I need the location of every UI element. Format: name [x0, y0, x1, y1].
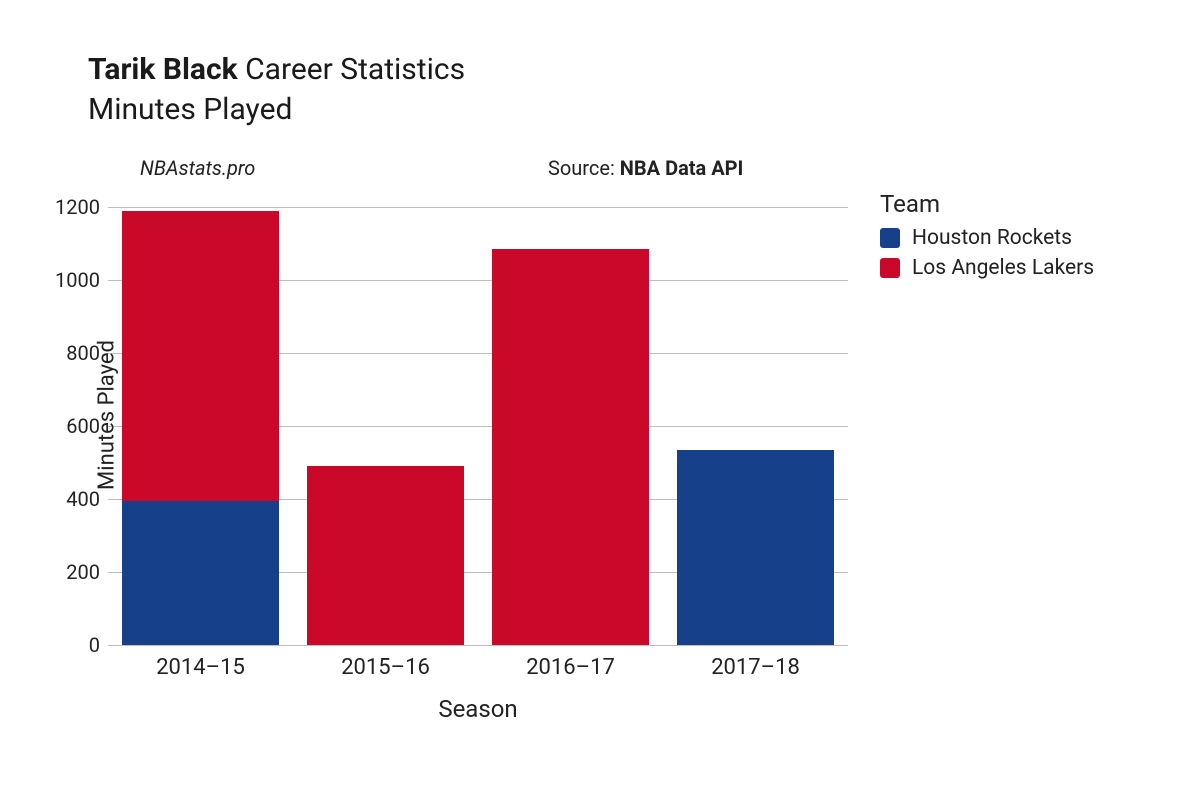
source-name: NBA Data API — [620, 156, 744, 180]
gridline — [108, 207, 848, 208]
x-tick-label: 2015–16 — [296, 655, 476, 680]
title-line-1: Tarik Black Career Statistics — [88, 52, 465, 88]
legend-label: Los Angeles Lakers — [912, 256, 1094, 280]
bar-segment — [492, 249, 649, 645]
y-tick-label: 600 — [30, 414, 100, 438]
bar-segment — [307, 466, 464, 645]
legend-label: Houston Rockets — [912, 226, 1072, 250]
bar-segment — [677, 450, 834, 645]
watermark-label: NBAstats.pro — [140, 156, 255, 180]
legend-item: Houston Rockets — [880, 226, 1094, 250]
x-tick-label: 2016–17 — [481, 655, 661, 680]
y-tick-label: 400 — [30, 487, 100, 511]
legend: Team Houston Rockets Los Angeles Lakers — [880, 190, 1094, 280]
y-tick-label: 800 — [30, 341, 100, 365]
x-axis-title: Season — [108, 695, 848, 723]
y-tick-label: 200 — [30, 560, 100, 584]
legend-swatch — [880, 228, 900, 248]
plot-area: 0200400600800100012002014–152015–162016–… — [108, 185, 848, 645]
source-label: Source: NBA Data API — [548, 156, 743, 180]
x-tick-label: 2014–15 — [111, 655, 291, 680]
x-tick-label: 2017–18 — [666, 655, 846, 680]
plot: 0200400600800100012002014–152015–162016–… — [108, 185, 848, 645]
bar-segment — [122, 211, 279, 501]
chart-title: Tarik Black Career Statistics Minutes Pl… — [88, 52, 465, 129]
legend-title: Team — [880, 190, 1094, 218]
legend-item: Los Angeles Lakers — [880, 256, 1094, 280]
source-prefix: Source: — [548, 156, 620, 180]
y-tick-label: 0 — [30, 633, 100, 657]
title-rest: Career Statistics — [238, 52, 465, 87]
y-axis-title: Minutes Played — [94, 340, 119, 490]
bar-segment — [122, 501, 279, 645]
y-tick-label: 1000 — [30, 268, 100, 292]
y-tick-label: 1200 — [30, 195, 100, 219]
legend-swatch — [880, 258, 900, 278]
chart-container: Tarik Black Career Statistics Minutes Pl… — [0, 0, 1200, 800]
gridline — [108, 645, 848, 646]
title-player-name: Tarik Black — [88, 52, 238, 87]
title-metric: Minutes Played — [88, 90, 465, 129]
